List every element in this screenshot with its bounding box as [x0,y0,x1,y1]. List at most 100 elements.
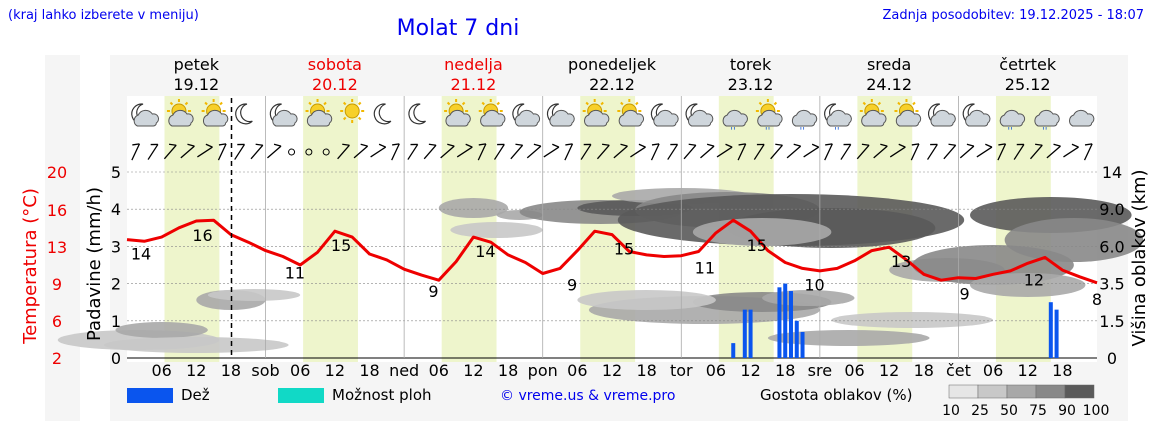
rain-cloud-icon: '' [722,109,748,137]
cloud-density-blob [831,312,994,328]
wind-barb-icon [840,143,852,160]
wind-barb-icon [630,143,646,158]
time-tick-label: ned [389,361,419,380]
wind-shaft [596,144,610,160]
wind-feather [688,143,696,146]
region-menu-hint[interactable]: (kraj lahko izberete v meniju) [8,8,199,23]
time-tick-label: 18 [636,361,656,380]
time-tick-label: 18 [359,361,379,380]
wind-barb-icon [1046,143,1061,159]
wind-shaft [131,143,141,161]
cloud-density-level: 75 [1029,403,1047,419]
wind-feather [911,143,920,146]
wind-feather [738,143,746,146]
wind-shaft [1083,143,1093,161]
rain-drops-icon: '' [1042,126,1048,137]
wind-barb-icon [234,143,246,160]
credit-link[interactable]: © vreme.us & vreme.pro [500,388,676,404]
precip-tick: 0 [111,349,121,368]
day-name: nedelja [444,55,503,74]
wind-shaft [407,144,419,160]
temperature-line [126,218,1098,285]
wind-feather [168,143,177,146]
wind-feather [465,143,473,148]
legend-storm-label: Možnost ploh [332,386,432,404]
cloud-density-level: 25 [971,403,989,419]
temperature-label: 16 [192,226,212,245]
wind-shaft [840,144,852,160]
cloud-height-tick: 9.0 [1099,200,1124,219]
wind-shaft [493,144,505,160]
wind-shaft [959,145,975,159]
calm-wind-icon [305,148,313,156]
calm-wind-icon [288,148,296,156]
wind-shaft [234,144,246,160]
wind-feather [670,143,678,146]
wind-barb-icon [456,143,473,158]
daylight-band [303,96,358,362]
wind-shaft [683,144,697,160]
wind-shaft [1046,145,1061,159]
wind-barb-icon [564,143,574,161]
wind-barb-icon [1063,143,1079,158]
wind-barb-icon [267,143,282,159]
wind-barb-icon [737,143,747,161]
day-name: sobota [308,55,362,74]
wind-barb-icon [163,143,177,160]
temperature-label: 11 [285,264,305,283]
wind-shaft [440,145,455,159]
time-tick-label: 12 [325,361,345,380]
wind-shaft [667,144,679,160]
rain-drops-icon: '' [834,126,840,137]
cloud-density-level: 50 [1000,403,1018,419]
time-tick-label: 18 [775,361,795,380]
temperature-label: 13 [891,252,911,271]
wind-shaft [1063,146,1079,158]
wind-feather [793,143,801,147]
time-tick-label: 12 [1018,361,1038,380]
wind-barb-icon [667,143,679,160]
last-updated: Zadnja posodobitev: 19.12.2025 - 18:07 [882,8,1144,23]
precip-tick: 5 [111,163,121,182]
day-date: 25.12 [1005,75,1051,94]
wind-shaft [997,143,1007,161]
wind-shaft [613,145,628,159]
wind-shaft [526,145,542,159]
wind-feather [392,143,400,146]
wind-barb-icon [683,143,697,160]
time-tick-label: 06 [983,361,1003,380]
temperature-label: 9 [567,275,577,294]
wind-barb-icon [926,143,938,160]
wind-shaft [976,146,993,158]
time-tick-label: 12 [740,361,760,380]
wind-shaft [910,143,920,161]
wind-shaft [147,144,159,160]
wind-shaft [824,143,833,161]
wind-feather [552,143,560,148]
wind-feather [861,143,870,146]
time-tick-label: 18 [914,361,934,380]
time-tick-label: 06 [844,361,864,380]
wind-barb-icon [700,143,715,159]
wind-barb-icon [976,143,993,158]
temperature-label: 14 [475,242,495,261]
wind-feather [620,143,628,147]
wind-shaft [856,144,870,160]
wind-feather [651,143,660,146]
rain-cloud-icon: '' [1034,109,1060,137]
rain-bar [1054,309,1059,358]
wind-barb-icon [250,143,264,160]
rain-cloud-icon: '' [791,109,818,137]
day-date: 24.12 [866,75,912,94]
wind-barb-icon [803,143,820,158]
time-tick-label: 18 [498,361,518,380]
rain-cloud-icon: '' [999,109,1026,137]
wind-barb-icon [526,143,542,159]
wind-barb-icon [180,143,195,159]
wind-barb-icon [910,143,920,161]
wind-barb-icon [580,143,592,160]
wind-feather [880,143,888,147]
legend-rain-label: Dež [181,386,210,404]
time-tick-label: 12 [879,361,899,380]
wind-shaft [630,146,646,158]
